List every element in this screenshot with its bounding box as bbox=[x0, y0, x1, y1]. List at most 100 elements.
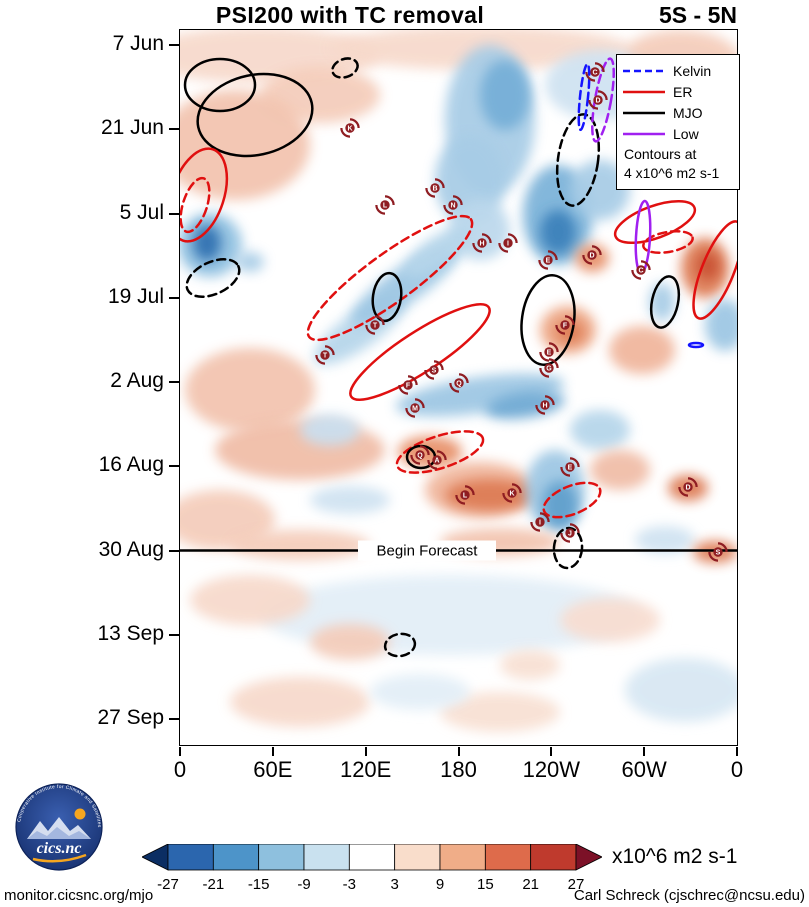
tc-marker: F bbox=[398, 375, 418, 395]
shade-blob bbox=[609, 326, 675, 374]
tc-marker: H bbox=[535, 395, 555, 415]
y-tick-label: 30 Aug bbox=[98, 537, 164, 561]
colorbar-units: x10^6 m2 s-1 bbox=[612, 845, 738, 868]
legend-row: MJO bbox=[617, 102, 739, 123]
shade-blob bbox=[404, 225, 472, 279]
tc-marker-letter: B bbox=[432, 186, 437, 193]
tc-marker-letter: L bbox=[383, 203, 388, 210]
cics-logo-svg: Cooperative Institute for Climate and Sa… bbox=[15, 783, 103, 871]
shade-blob bbox=[697, 252, 719, 280]
y-tick-label: 21 Jun bbox=[100, 116, 164, 140]
tc-marker-letter: E bbox=[568, 465, 573, 472]
y-tick-mark bbox=[169, 44, 179, 46]
tc-marker: Q bbox=[410, 445, 430, 465]
shade-blob bbox=[310, 486, 390, 514]
y-tick-mark bbox=[169, 718, 179, 720]
legend: Kelvin ER MJO Low Contours at 4 x10^6 m2 s-1 bbox=[616, 54, 740, 190]
tc-marker: J bbox=[560, 523, 580, 543]
contour-red bbox=[180, 147, 229, 243]
shade-blob bbox=[500, 650, 560, 680]
colorbar: -27 -21 -15 -9 -3 3 9 15 21 27 bbox=[141, 843, 603, 905]
x-tick-mark bbox=[457, 747, 460, 756]
shade-blob bbox=[370, 674, 470, 710]
colorbar-label: -27 bbox=[157, 876, 179, 893]
shade-blob bbox=[185, 348, 315, 432]
tc-marker-letter: K bbox=[509, 491, 514, 498]
tc-marker: G bbox=[539, 358, 559, 378]
colorbar-segment bbox=[258, 843, 305, 871]
x-tick-label: 0 bbox=[730, 757, 744, 782]
shade-blob bbox=[230, 677, 370, 727]
shade-blob bbox=[300, 414, 360, 446]
footer-credit: Carl Schreck (cjschrec@ncsu.edu) bbox=[573, 887, 805, 904]
colorbar-label: -21 bbox=[202, 876, 224, 893]
tc-marker: C bbox=[585, 62, 605, 82]
tc-marker-letter: F bbox=[406, 383, 411, 390]
colorbar-label: 21 bbox=[522, 876, 539, 893]
logo-mountains-near bbox=[27, 827, 91, 839]
legend-entry-label: Low bbox=[673, 125, 699, 142]
y-tick-mark bbox=[169, 212, 179, 215]
tc-marker: S bbox=[708, 542, 728, 562]
tc-marker-letter: S bbox=[716, 550, 721, 557]
contour-red-dashed bbox=[642, 229, 694, 255]
shade-blob bbox=[180, 90, 310, 200]
tc-marker-letter: E bbox=[546, 258, 551, 265]
x-tick-mark bbox=[736, 747, 738, 756]
shade-blob bbox=[480, 60, 530, 130]
colorbar-segment bbox=[141, 843, 169, 871]
colorbar-label: -9 bbox=[297, 876, 310, 893]
x-tick-mark bbox=[550, 747, 553, 756]
contour-blue bbox=[687, 341, 705, 349]
y-tick-label: 5 Jul bbox=[119, 200, 164, 224]
contour-purple-dashed bbox=[591, 57, 615, 143]
tc-marker: D bbox=[588, 90, 608, 110]
colorbar-segment bbox=[348, 843, 396, 871]
x-tick-mark bbox=[179, 747, 181, 756]
tc-marker-letter: D bbox=[595, 98, 600, 105]
tc-marker: I bbox=[530, 512, 550, 532]
shade-blob bbox=[445, 479, 535, 511]
tc-marker: F bbox=[555, 315, 575, 335]
tc-marker: H bbox=[472, 233, 492, 253]
y-tick-label: 7 Jun bbox=[112, 32, 164, 55]
tc-marker-letter: E bbox=[547, 350, 552, 357]
legend-entry-label: MJO bbox=[673, 104, 703, 121]
colorbar-label: 27 bbox=[568, 876, 585, 893]
y-tick-label: 13 Sep bbox=[97, 621, 164, 645]
contour-red bbox=[692, 220, 737, 320]
colorbar-svg: -27 -21 -15 -9 -3 3 9 15 21 27 bbox=[141, 843, 603, 893]
footer-url: monitor.cicsnc.org/mjo bbox=[4, 887, 154, 904]
shade-blob bbox=[440, 692, 560, 732]
contour-red-dashed bbox=[395, 430, 485, 474]
legend-line-sample bbox=[623, 69, 665, 72]
tc-marker-letter: N bbox=[450, 203, 455, 210]
plot-svg: Begin Forecast C D K L B N H I E D C F T T E G S F Q M H Q A E L K… bbox=[180, 30, 737, 732]
shade-blob bbox=[625, 658, 737, 722]
colorbar-segment bbox=[394, 843, 441, 871]
tc-marker: E bbox=[538, 250, 558, 270]
colorbar-label: 9 bbox=[436, 876, 444, 893]
colorbar-segment bbox=[303, 843, 350, 871]
shade-blob bbox=[190, 575, 310, 625]
shade-blob bbox=[310, 624, 390, 660]
colorbar-segment bbox=[439, 843, 486, 871]
shade-blob bbox=[542, 481, 578, 529]
colorbar-label: -3 bbox=[343, 876, 356, 893]
x-tick-label: 60E bbox=[253, 757, 293, 782]
contour-blue-dashed bbox=[577, 62, 591, 132]
tc-marker-letter: I bbox=[507, 241, 509, 248]
y-tick-label: 16 Aug bbox=[98, 453, 164, 477]
tc-marker: K bbox=[340, 118, 360, 138]
legend-line-sample bbox=[623, 132, 665, 135]
y-tick-label: 27 Sep bbox=[97, 706, 164, 729]
plot-area: Begin Forecast C D K L B N H I E D C F T T E G S F Q M H Q A E L K… bbox=[179, 29, 738, 746]
legend-note: Contours at bbox=[624, 146, 697, 162]
contour-black-dashed bbox=[383, 632, 417, 658]
tc-marker-letter: T bbox=[323, 353, 328, 360]
tc-marker: T bbox=[315, 345, 335, 365]
tc-marker-letter: T bbox=[373, 323, 378, 330]
y-tick-mark bbox=[169, 128, 179, 131]
tc-marker-letter: A bbox=[434, 458, 439, 465]
legend-row: Kelvin bbox=[617, 60, 739, 81]
